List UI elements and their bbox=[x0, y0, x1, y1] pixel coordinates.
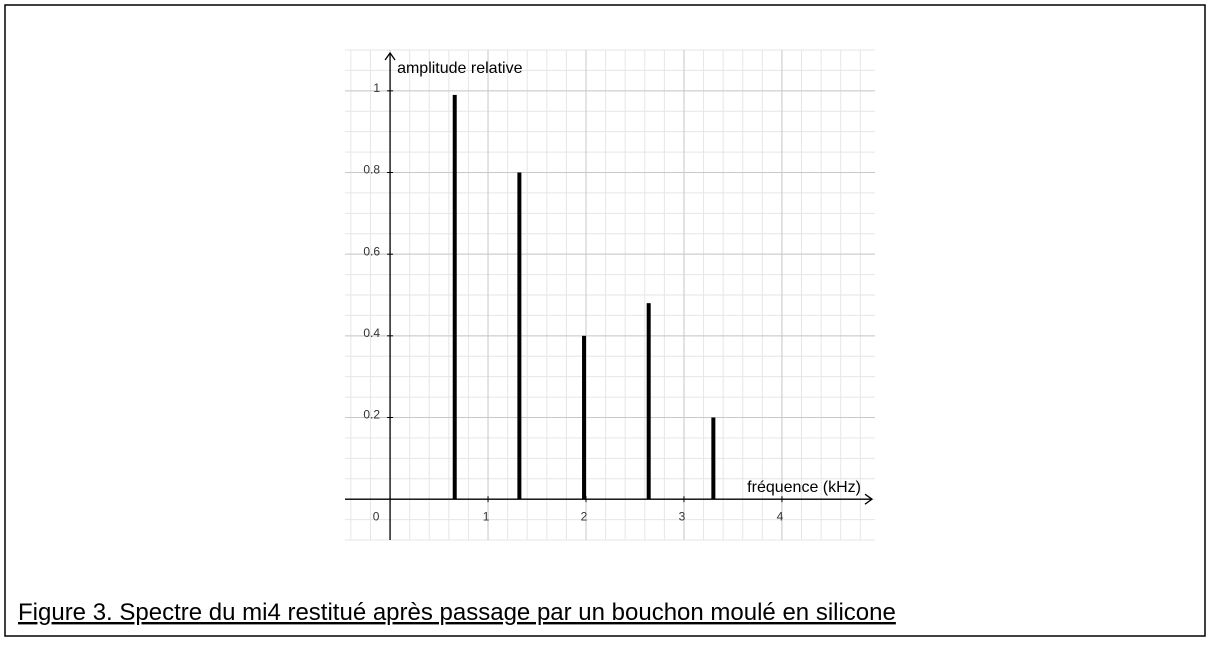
x-tick-label: 4 bbox=[777, 509, 784, 523]
y-axis-label: amplitude relative bbox=[397, 60, 523, 77]
x-tick-label: 2 bbox=[581, 509, 588, 523]
y-tick-label: 0.2 bbox=[363, 408, 380, 422]
bar bbox=[582, 335, 587, 500]
x-axis-label: fréquence (kHz) bbox=[747, 479, 861, 496]
x-axis-arrow bbox=[864, 493, 874, 505]
x-tick-label: 3 bbox=[679, 509, 686, 523]
bar bbox=[452, 94, 457, 500]
y-tick-label: 0.8 bbox=[363, 163, 380, 177]
bar bbox=[517, 172, 522, 500]
y-tick-label: 1 bbox=[373, 81, 380, 95]
y-tick-label: 0.4 bbox=[363, 326, 380, 340]
bar bbox=[711, 417, 716, 500]
figure-border bbox=[4, 4, 1206, 637]
x-tick-label: 1 bbox=[483, 509, 490, 523]
plot: 0 1 2 3 4 0.2 0.4 0.6 0.8 1 amplitude relative fréq… bbox=[345, 49, 875, 541]
y-axis-arrow bbox=[384, 51, 396, 61]
x-tick-label: 0 bbox=[373, 509, 380, 523]
y-tick-label: 0.6 bbox=[363, 244, 380, 258]
caption: Figure 3. Spectre du mi4 restitué après … bbox=[18, 599, 896, 626]
bar bbox=[646, 303, 651, 500]
